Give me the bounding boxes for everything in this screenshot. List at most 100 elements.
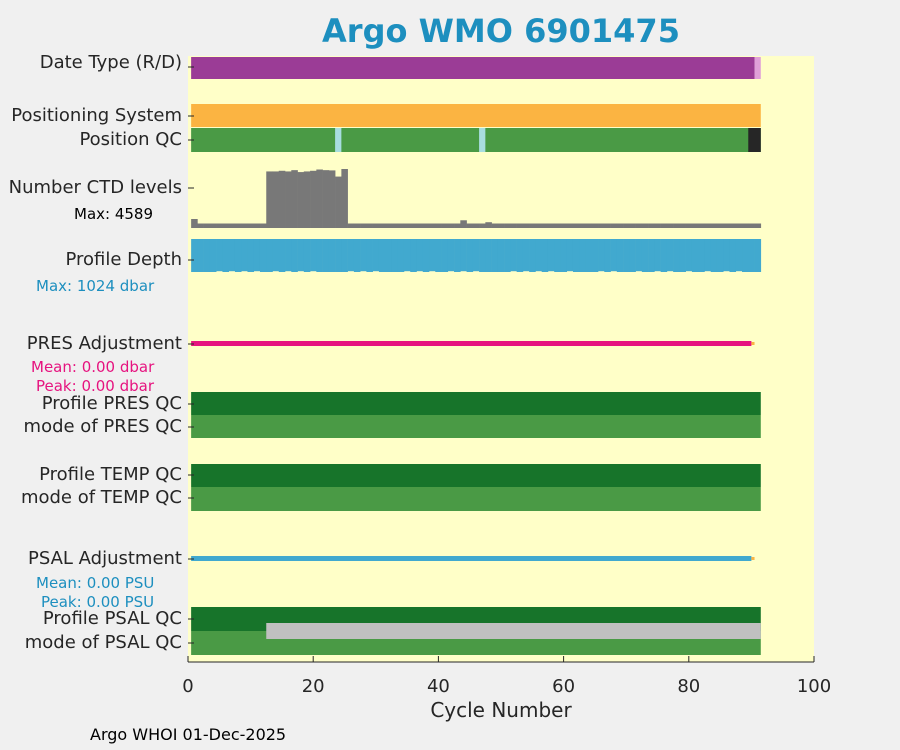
ctd-levels-bar — [466, 223, 474, 228]
ctd-levels-bar — [435, 223, 442, 228]
profile-depth-bar — [485, 239, 492, 272]
profile-depth-bar — [610, 239, 618, 272]
ctd-levels-bar — [554, 223, 561, 228]
profile-depth-bar — [310, 239, 317, 272]
ctd-levels-bar — [285, 171, 292, 228]
ctd-levels-bar — [197, 223, 204, 228]
label-psal-mean: Mean: 0.00 PSU — [36, 574, 155, 592]
profile-depth-bar — [704, 239, 712, 272]
profile-temp-qc-bar — [191, 464, 761, 487]
profile-depth-bar — [403, 239, 411, 272]
ctd-levels-bar — [648, 223, 655, 228]
profile-depth-bar — [641, 239, 649, 272]
ctd-levels-bar — [228, 223, 236, 228]
ctd-levels-bar — [710, 223, 718, 228]
profile-depth-bar — [366, 239, 373, 272]
ctd-levels-bar — [566, 223, 574, 228]
x-axis-label: Cycle Number — [430, 698, 572, 722]
profile-depth-bar — [479, 239, 486, 272]
label-mode-pres-qc: mode of PRES QC — [23, 416, 182, 437]
profile-depth-bar — [466, 239, 474, 272]
profile-depth-bar — [285, 239, 292, 272]
label-pres-adjustment: PRES Adjustment — [26, 333, 182, 354]
ctd-levels-bar — [716, 223, 724, 228]
profile-depth-bar — [447, 239, 455, 272]
ctd-levels-bar — [416, 223, 424, 228]
ctd-levels-bar — [297, 172, 305, 228]
profile-depth-bar — [623, 239, 630, 272]
profile-depth-bar — [685, 239, 693, 272]
psal-adjustment-line — [191, 556, 752, 561]
profile-depth-bar — [604, 239, 611, 272]
ctd-levels-bar — [322, 170, 330, 228]
ctd-levels-bar — [366, 223, 373, 228]
label-mode-temp-qc: mode of TEMP QC — [20, 487, 182, 508]
ctd-levels-bar — [259, 223, 267, 228]
ctd-levels-bar — [460, 220, 467, 228]
ctd-levels-bar — [378, 223, 386, 228]
label-profile-depth: Profile Depth — [65, 249, 182, 270]
ctd-levels-bar — [673, 223, 680, 228]
profile-depth-bar — [422, 239, 430, 272]
ctd-levels-bar — [341, 169, 348, 228]
date-type-realtime-bar — [191, 57, 755, 79]
ctd-levels-bar — [654, 223, 661, 228]
ctd-levels-bar — [454, 223, 461, 228]
label-profile-temp-qc: Profile TEMP QC — [39, 464, 182, 485]
label-mode-psal-qc: mode of PSAL QC — [24, 632, 182, 653]
ctd-levels-bar — [598, 223, 605, 228]
ctd-levels-bar — [397, 223, 405, 228]
ctd-levels-bar — [191, 219, 198, 228]
ctd-levels-bar — [541, 223, 549, 228]
label-date-type: Date Type (R/D) — [39, 52, 182, 73]
profile-depth-bar — [253, 239, 261, 272]
profile-depth-bar — [222, 239, 229, 272]
ctd-levels-bar — [516, 223, 524, 228]
footer-credit: Argo WHOI 01-Dec-2025 — [90, 725, 287, 744]
profile-depth-bar — [554, 239, 561, 272]
position-qc-interpolated-mark — [479, 128, 486, 152]
ctd-levels-bar — [529, 223, 536, 228]
profile-depth-bar — [341, 239, 348, 272]
profile-depth-bar — [529, 239, 536, 272]
ctd-levels-bar — [291, 170, 298, 228]
ctd-levels-bar — [303, 171, 311, 228]
profile-depth-bar — [209, 239, 217, 272]
ctd-levels-bar — [234, 223, 242, 228]
pres-adjustment-line — [191, 341, 752, 346]
label-profile-pres-qc: Profile PRES QC — [41, 393, 182, 414]
profile-depth-bar — [397, 239, 405, 272]
profile-depth-bar — [441, 239, 449, 272]
ctd-levels-bar — [253, 223, 261, 228]
mode-pres-qc-bar — [191, 415, 761, 438]
profile-depth-bar — [729, 239, 737, 272]
profile-depth-bar — [510, 239, 517, 272]
profile-depth-bar — [698, 239, 705, 272]
ctd-levels-bar — [535, 223, 542, 228]
ctd-levels-bar — [491, 223, 499, 228]
label-psal-adjustment: PSAL Adjustment — [27, 548, 182, 569]
profile-depth-bar — [635, 239, 643, 272]
profile-depth-bar — [547, 239, 555, 272]
profile-depth-bar — [560, 239, 568, 272]
ctd-levels-bar — [447, 223, 455, 228]
ctd-levels-bar — [222, 223, 229, 228]
profile-depth-bar — [504, 239, 511, 272]
ctd-levels-bar — [410, 223, 417, 228]
ctd-levels-bar — [247, 223, 255, 228]
ctd-levels-bar — [209, 223, 217, 228]
profile-depth-bar — [629, 239, 636, 272]
x-tick-label: 100 — [797, 676, 831, 697]
x-tick-label: 80 — [677, 676, 700, 697]
ctd-levels-bar — [347, 223, 355, 228]
label-ctd-levels: Number CTD levels — [8, 177, 182, 198]
profile-depth-bar — [679, 239, 686, 272]
ctd-levels-bar — [360, 223, 367, 228]
profile-depth-bar — [541, 239, 549, 272]
profile-depth-bar — [591, 239, 599, 272]
x-tick-label: 20 — [302, 676, 325, 697]
position-qc-bar — [191, 128, 761, 152]
profile-depth-bar — [278, 239, 286, 272]
ctd-levels-bar — [353, 223, 361, 228]
